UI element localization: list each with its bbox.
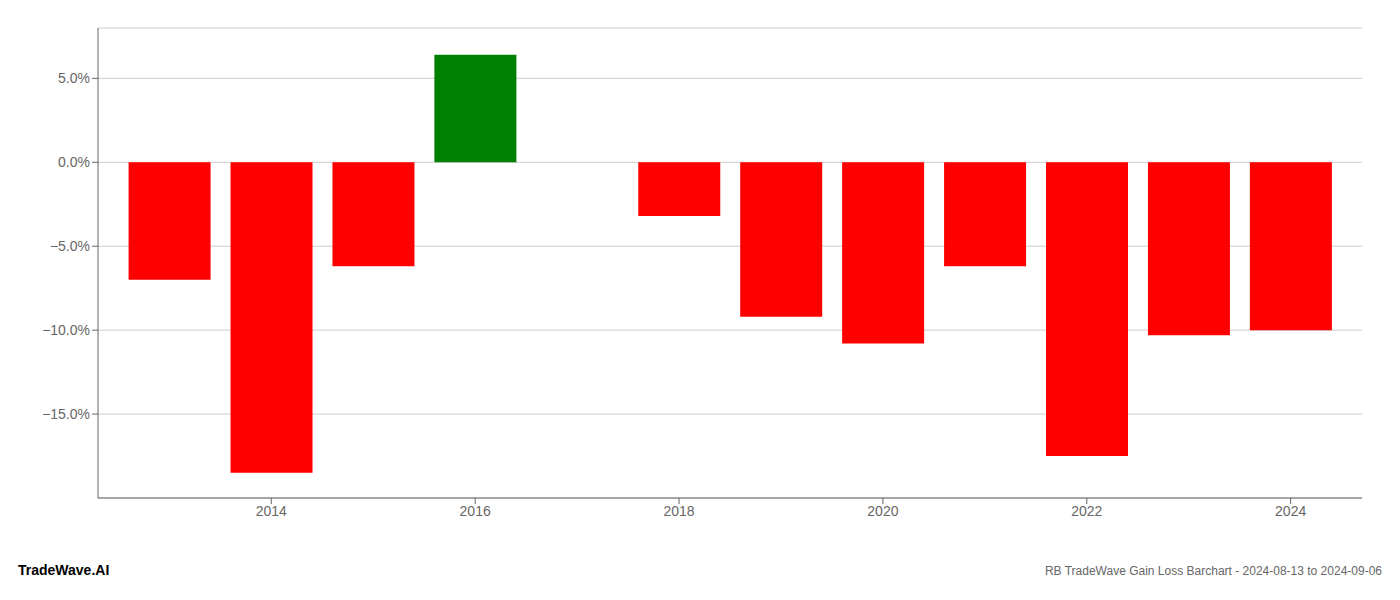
svg-text:5.0%: 5.0%	[58, 70, 90, 86]
svg-text:2016: 2016	[460, 503, 491, 519]
svg-text:0.0%: 0.0%	[58, 154, 90, 170]
svg-text:2022: 2022	[1071, 503, 1102, 519]
svg-text:2020: 2020	[867, 503, 898, 519]
svg-text:−10.0%: −10.0%	[42, 322, 90, 338]
svg-text:2024: 2024	[1275, 503, 1306, 519]
html-text:RB TradeWave Gain Loss Barchar: RB TradeWave Gain Loss Barchart - 2024-0…	[1044, 564, 1382, 578]
svg-text:2018: 2018	[663, 503, 694, 519]
svg-text:2014: 2014	[256, 503, 287, 519]
svg-text:−15.0%: −15.0%	[42, 406, 90, 422]
svg-text:−5.0%: −5.0%	[50, 238, 90, 254]
html-text:TradeWave.AI: TradeWave.AI	[18, 562, 110, 578]
